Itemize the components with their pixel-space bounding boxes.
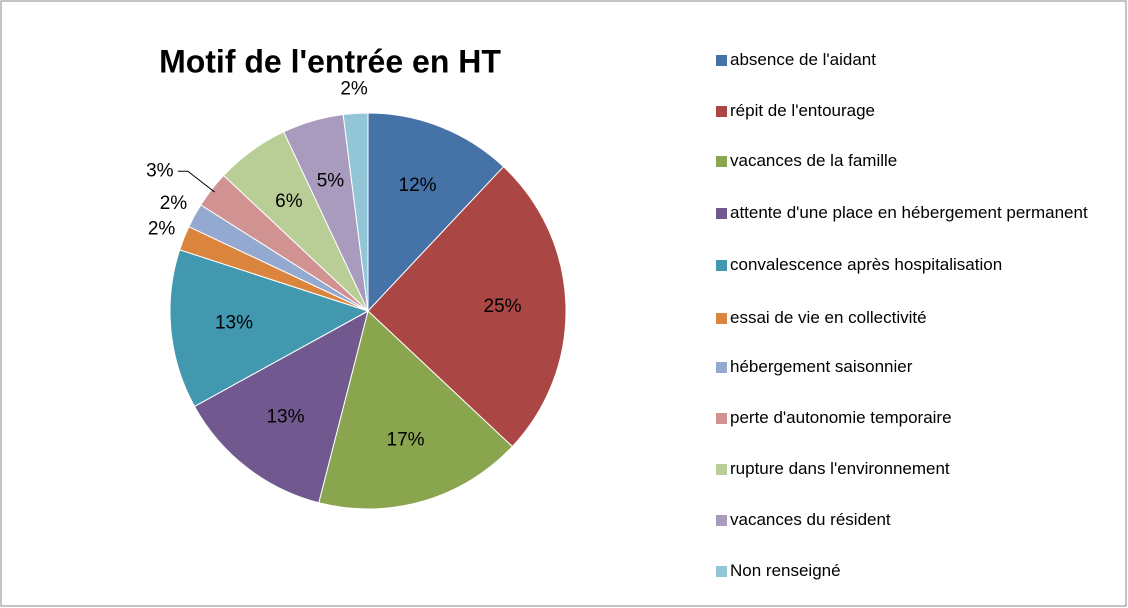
- legend-item: absence de l'aidant: [716, 50, 1090, 70]
- legend-item: hébergement saisonnier: [716, 357, 1090, 377]
- legend-item: convalescence après hospitalisation: [716, 255, 1090, 275]
- legend-item: répit de l'entourage: [716, 101, 1090, 121]
- data-label: 13%: [266, 406, 304, 427]
- data-label: 5%: [317, 171, 345, 192]
- legend-swatch: [716, 515, 727, 526]
- legend-swatch: [716, 156, 727, 167]
- legend-swatch: [716, 313, 727, 324]
- data-label: 2%: [340, 78, 368, 99]
- legend-label: vacances de la famille: [730, 151, 898, 170]
- data-label: 2%: [148, 218, 176, 239]
- legend-label: rupture dans l'environnement: [730, 459, 950, 478]
- legend-label: hébergement saisonnier: [730, 357, 913, 376]
- legend-swatch: [716, 362, 727, 373]
- leader-line: [177, 170, 216, 193]
- pie-slice: [169, 249, 370, 408]
- legend-swatch: [716, 260, 727, 271]
- legend-swatch: [716, 106, 727, 117]
- data-label: 25%: [484, 296, 522, 317]
- legend-label: essai de vie en collectivité: [730, 308, 927, 327]
- pie-slice: [318, 310, 514, 510]
- data-label: 12%: [399, 175, 437, 196]
- legend-label: Non renseigné: [730, 561, 841, 580]
- legend-item: attente d'une place en hébergement perma…: [716, 203, 1090, 223]
- legend-item: vacances de la famille: [716, 151, 1090, 171]
- legend-label: vacances du résident: [730, 510, 891, 529]
- data-label: 3%: [146, 160, 174, 181]
- pie-slice: [342, 112, 369, 312]
- legend-label: répit de l'entourage: [730, 101, 876, 120]
- pie-slice: [193, 310, 369, 504]
- legend-swatch: [716, 55, 727, 66]
- legend-label: absence de l'aidant: [730, 50, 876, 69]
- legend-label: perte d'autonomie temporaire: [730, 408, 952, 427]
- data-label: 17%: [387, 429, 425, 450]
- pie-slice: [367, 112, 505, 313]
- legend-item: vacances du résident: [716, 510, 1090, 530]
- data-label: 13%: [215, 313, 253, 334]
- legend-item: essai de vie en collectivité: [716, 308, 1090, 328]
- legend-swatch: [716, 413, 727, 424]
- chart-title: Motif de l'entrée en HT: [159, 43, 501, 79]
- legend-item: perte d'autonomie temporaire: [716, 408, 1090, 428]
- legend-swatch: [716, 464, 727, 475]
- data-label: 2%: [160, 193, 188, 214]
- legend-item: Non renseigné: [716, 561, 1090, 581]
- legend-swatch: [716, 208, 727, 219]
- legend-label: convalescence après hospitalisation: [730, 255, 1003, 274]
- data-label: 6%: [275, 191, 303, 212]
- legend-item: rupture dans l'environnement: [716, 459, 1090, 479]
- legend-swatch: [716, 566, 727, 577]
- legend-label: attente d'une place en hébergement perma…: [730, 203, 1088, 222]
- pie-slice: [367, 165, 567, 448]
